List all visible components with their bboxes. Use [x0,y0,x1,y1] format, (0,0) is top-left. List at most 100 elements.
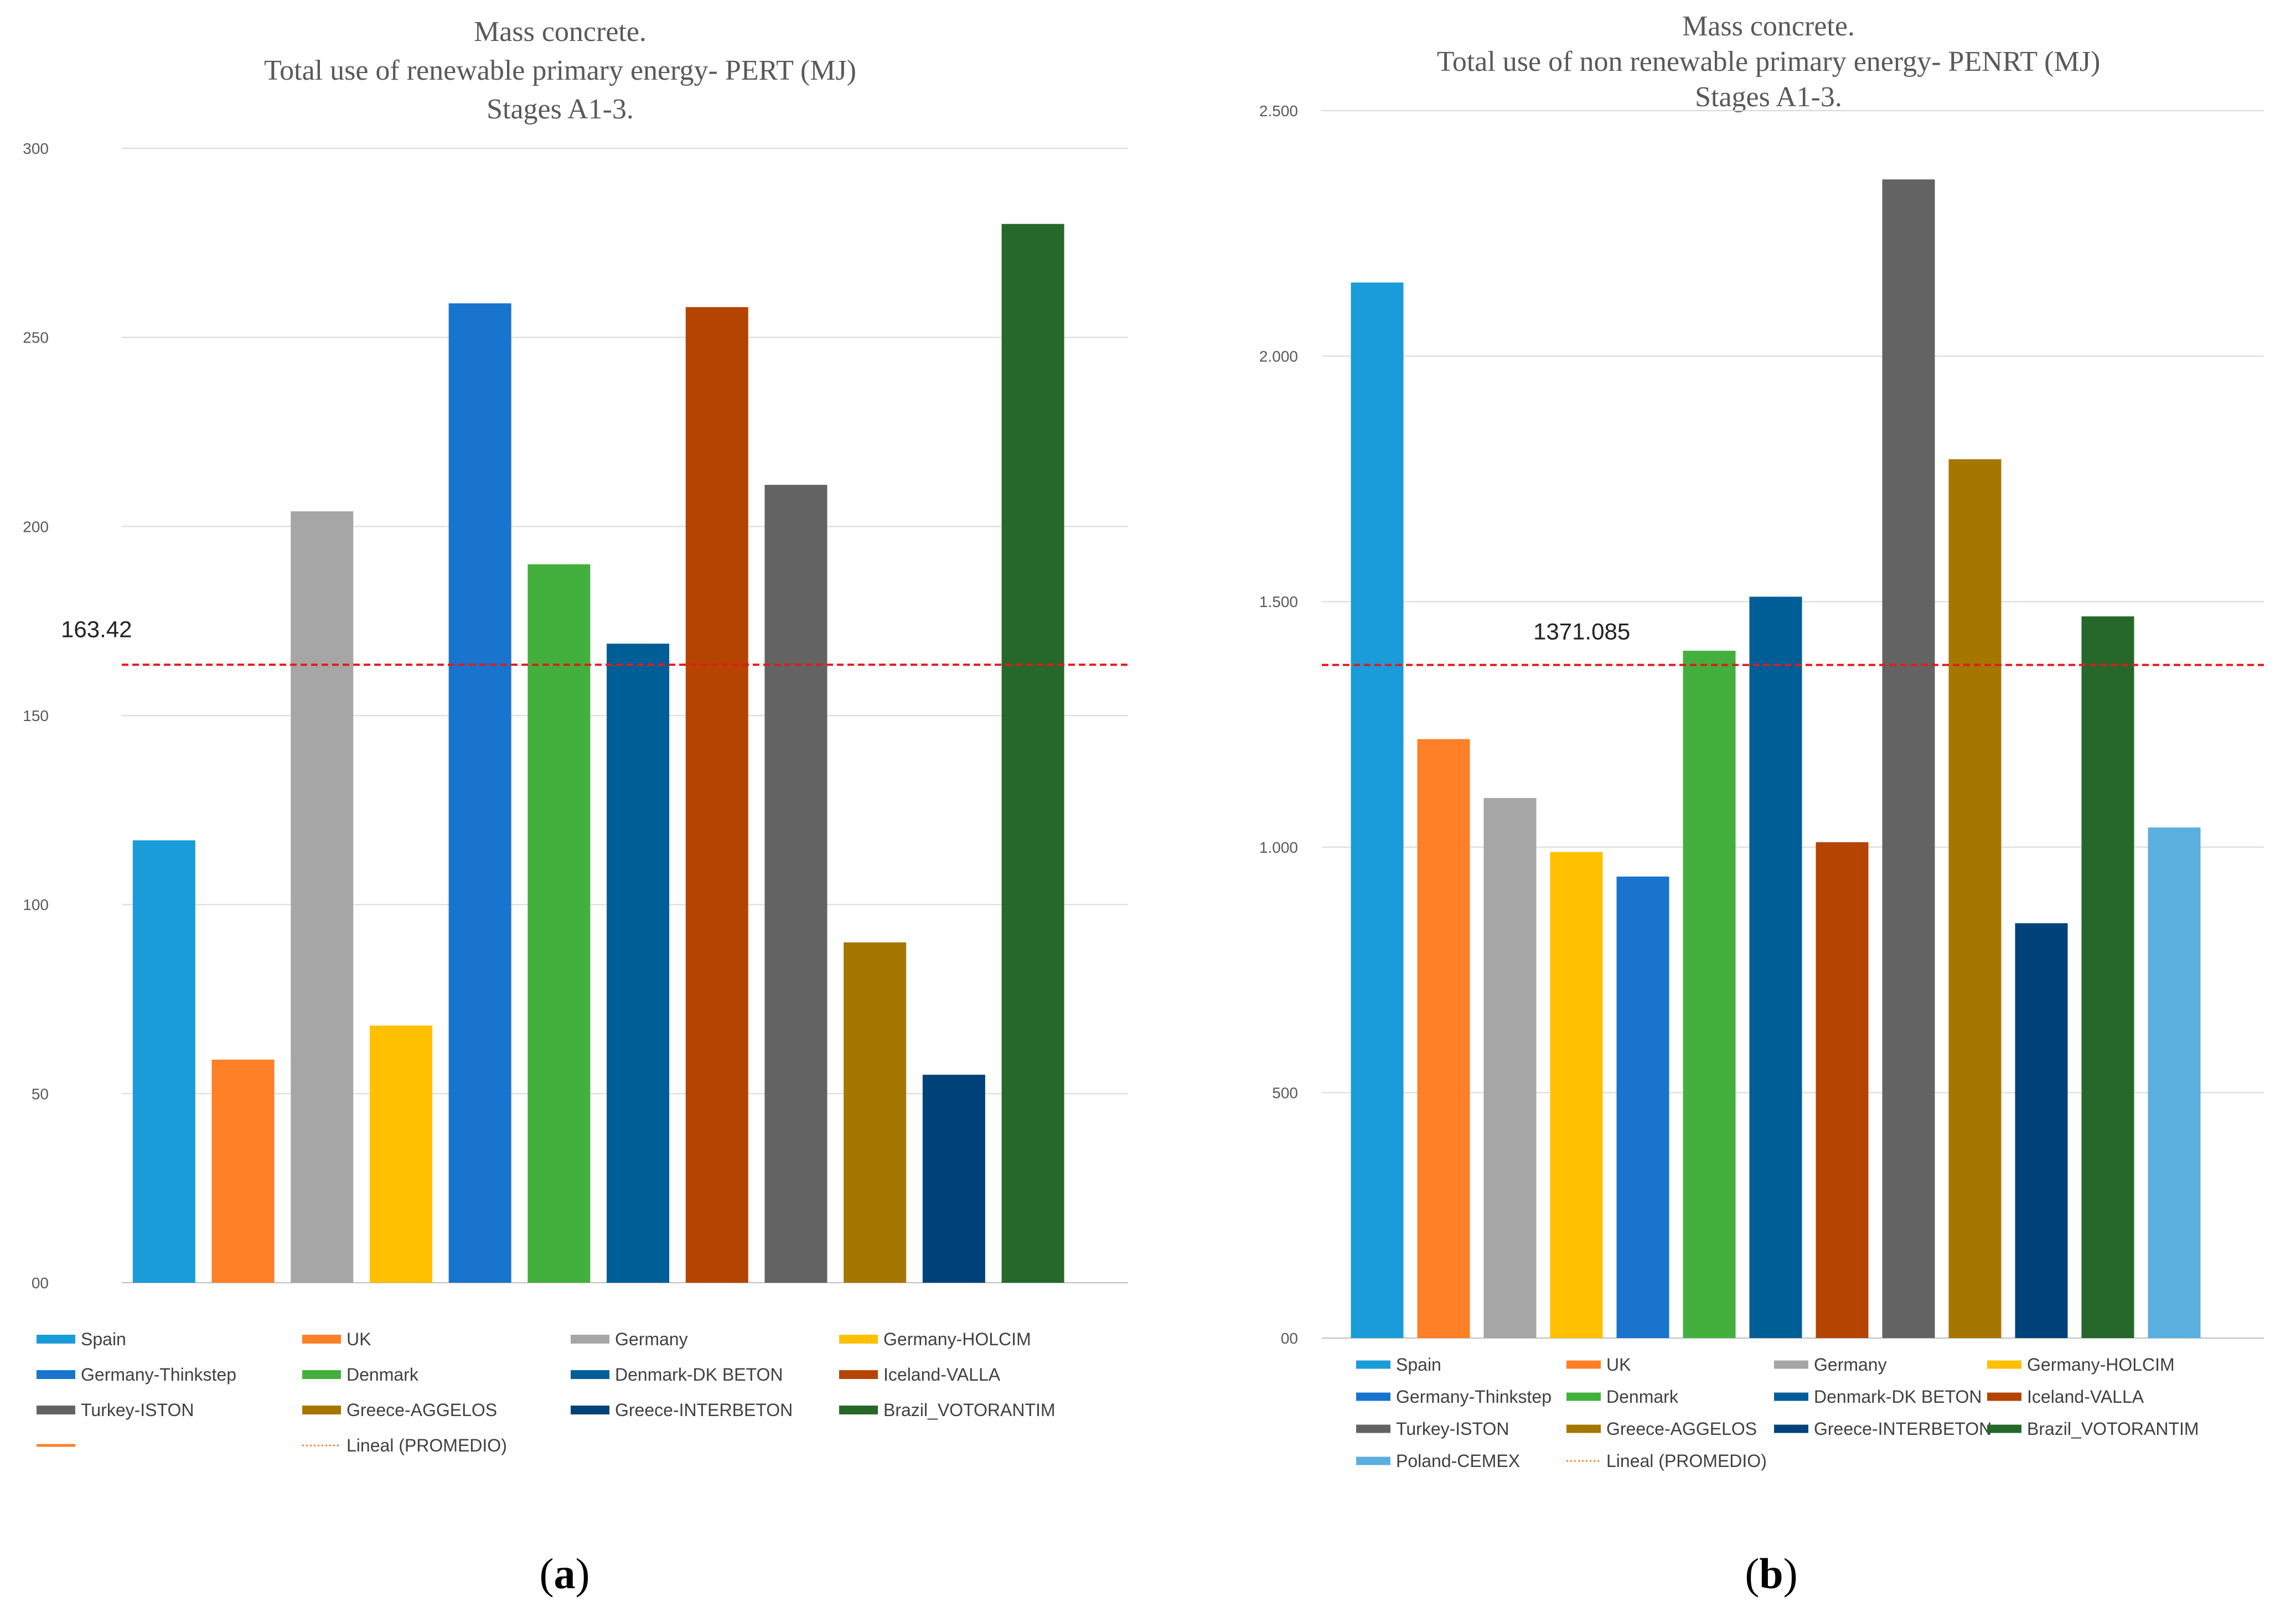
chart-a-legend-item: Germany [571,1329,688,1349]
chart-a-legend-label: Denmark [347,1365,419,1385]
chart-b-legend: Spain UK Germany Germany-HOLCIM Germany-Thin… [1356,1355,2199,1471]
chart-a-legend-item: Iceland-VALLA [839,1365,1001,1385]
chart-a-legend-label: Greece-INTERBETON [615,1400,793,1420]
chart-a-average-label: 163.42 [61,616,132,642]
chart-b-legend-item: Greece-INTERBETON [1774,1419,1992,1439]
chart-b-title-line-2: Total use of non renewable primary energ… [1437,46,2101,77]
chart-a-legend-swatch [37,1335,75,1344]
chart-a-legend-item: UK [302,1329,371,1349]
chart-b-legend-swatch [1356,1392,1390,1401]
chart-a-legend-swatch [571,1335,609,1344]
chart-b-legend-label: UK [1606,1355,1631,1375]
chart-b-legend-swatch [1774,1424,1808,1433]
chart-b-legend-item: Germany-HOLCIM [1987,1355,2175,1375]
chart-b-legend-label: Iceland-VALLA [2027,1387,2144,1407]
chart-a-caption: (a) [540,1549,590,1598]
chart-a-legend-item: Brazil_VOTORANTIM [839,1400,1056,1420]
chart-b-legend-item: Greece-AGGELOS [1566,1419,1757,1439]
chart-a-legend-swatch [571,1370,609,1379]
chart-a-caption-letter: a [554,1549,576,1598]
chart-a-legend-label: Germany-HOLCIM [883,1329,1031,1349]
chart-b-bar-greece-interbeton [2015,923,2068,1338]
chart-a-legend-label: Brazil_VOTORANTIM [883,1400,1056,1420]
chart-b-bar-germany [1483,798,1537,1338]
chart-b-legend-item: Germany [1774,1355,1887,1375]
chart-b-legend-item: Denmark-DK BETON [1774,1387,1982,1407]
chart-b-bar-germany-thinkstep [1616,877,1669,1338]
chart-b-legend-label: Greece-AGGELOS [1606,1419,1757,1439]
chart-panel-b: Mass concrete. Total use of non renewabl… [1259,11,2264,1598]
chart-b-legend-swatch [1774,1392,1808,1401]
chart-b-legend-label: Spain [1396,1355,1441,1375]
chart-a-bar-germany-thinkstep [448,303,511,1283]
chart-b-legend-swatch [1356,1424,1390,1433]
chart-b-y-tick-label: 2.000 [1259,348,1298,365]
chart-b-bar-spain [1351,282,1404,1338]
chart-a-legend-swatch [839,1370,878,1379]
chart-a-legend: Spain UK Germany Germany-HOLCIM Germany-Thin… [37,1329,1056,1455]
chart-b-legend-swatch [1987,1360,2021,1369]
chart-a-legend-swatch [37,1406,75,1414]
chart-a-y-tick-label: 200 [23,518,49,535]
chart-b-legend-label: Brazil_VOTORANTIM [2027,1419,2199,1439]
chart-b-bar-poland-cemex [2148,827,2201,1338]
chart-b-bar-iceland-valla [1816,842,1869,1338]
chart-b-legend-label: Germany [1814,1355,1887,1375]
chart-a-bar-germany-holcim [369,1025,432,1283]
chart-a-legend-swatch [571,1406,609,1414]
chart-a-bars [132,224,1064,1283]
chart-b-y-tick-label: 00 [1281,1330,1298,1347]
chart-b-bar-denmark-dk-beton [1749,597,1802,1338]
chart-a-y-tick-label: 150 [23,707,49,724]
chart-b-legend-item: Brazil_VOTORANTIM [1987,1419,2199,1439]
chart-a-legend-label: Spain [81,1329,126,1349]
chart-panel-a: Mass concrete. Total use of renewable pr… [23,16,1128,1598]
chart-a-bar-germany [291,511,354,1283]
chart-a-legend-item: Denmark-DK BETON [571,1365,783,1385]
chart-b-legend-swatch [1566,1424,1601,1433]
chart-b-y-axis-ticks: 00 500 1.000 1.500 2.000 2.500 [1259,102,1298,1347]
chart-a-y-tick-label: 300 [23,140,49,157]
chart-a-y-tick-label: 250 [23,329,49,346]
chart-a-y-tick-label: 50 [32,1085,49,1102]
chart-b-legend-swatch [1774,1360,1808,1369]
chart-a-bar-greece-interbeton [922,1075,985,1283]
chart-b-legend-item: UK [1566,1355,1631,1375]
chart-a-y-axis-ticks: 00 50 100 150 200 250 300 [23,140,49,1292]
chart-a-bar-uk [211,1059,275,1283]
chart-a-legend-swatch [302,1370,341,1379]
chart-a-legend-label: Germany [615,1329,688,1349]
chart-b-legend-label: Denmark-DK BETON [1814,1387,1982,1407]
chart-b-legend-swatch [1566,1392,1601,1401]
chart-a-bar-iceland-valla [685,307,748,1283]
chart-a-legend-swatch [302,1335,341,1344]
chart-b-y-tick-label: 2.500 [1259,102,1298,120]
chart-a-legend-label: Germany-Thinkstep [81,1365,236,1385]
chart-a-y-tick-label: 100 [23,896,49,914]
chart-b-bars [1351,179,2201,1338]
chart-b-legend-swatch [1987,1392,2021,1401]
chart-b-bar-greece-aggelos [1948,459,2002,1338]
chart-a-legend-item: Turkey-ISTON [37,1400,194,1420]
chart-b-bar-turkey-iston [1882,179,1935,1338]
chart-a-bar-spain [132,840,195,1283]
chart-b-legend-item: Poland-CEMEX [1356,1451,1520,1471]
chart-b-bar-germany-holcim [1550,852,1603,1338]
chart-b-legend-label: Turkey-ISTON [1396,1419,1509,1439]
chart-b-legend-item: Germany-Thinkstep [1356,1387,1552,1407]
chart-a-legend-label: Iceland-VALLA [883,1365,1001,1385]
chart-b-legend-item: Spain [1356,1355,1441,1375]
chart-b-legend-swatch [1356,1360,1390,1369]
chart-b-legend-swatch [1566,1360,1601,1369]
chart-b-title-line-1: Mass concrete. [1682,11,1855,42]
chart-a-legend-swatch [839,1335,878,1344]
chart-a-legend-swatch [37,1370,75,1379]
chart-b-legend-item: Iceland-VALLA [1987,1387,2144,1407]
chart-b-legend-item: Lineal (PROMEDIO) [1566,1451,1767,1471]
chart-a-title-line-2: Total use of renewable primary energy- P… [264,55,856,86]
chart-a-bar-denmark [528,564,591,1283]
chart-a-y-tick-label: 00 [32,1274,49,1292]
chart-a-legend-item: Spain [37,1329,126,1349]
chart-a-legend-label: Denmark-DK BETON [615,1365,783,1385]
